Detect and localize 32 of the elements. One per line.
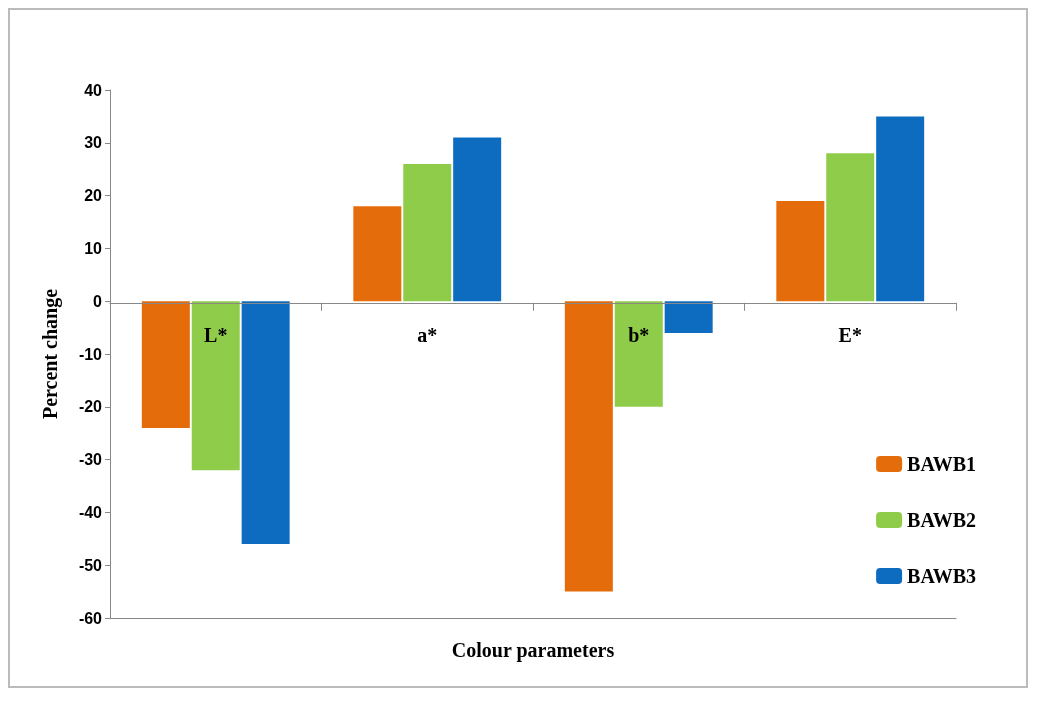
y-tick-label: 30 (84, 134, 103, 152)
bar (564, 301, 613, 592)
bar (241, 301, 290, 545)
legend-label: BAWB3 (907, 565, 976, 587)
bar (353, 206, 402, 302)
bar (614, 301, 663, 407)
bar (141, 301, 190, 428)
y-tick-label: 40 (84, 81, 103, 99)
y-tick-label: -10 (78, 345, 103, 363)
y-tick-label: -30 (78, 451, 103, 469)
bar (403, 163, 452, 302)
bar (826, 153, 875, 302)
y-tick-label: -60 (78, 609, 103, 627)
y-tick-label: -50 (78, 556, 103, 574)
y-tick-label: 0 (93, 292, 103, 310)
bar (453, 137, 502, 302)
bar (776, 200, 825, 302)
y-axis-title: Percent change (39, 288, 62, 420)
x-axis-title: Colour parameters (451, 639, 615, 662)
x-tick-label: E* (838, 323, 862, 346)
x-tick-label: L* (204, 323, 228, 346)
y-tick-label: -40 (78, 503, 103, 521)
bar (191, 301, 240, 471)
x-tick-label: a* (417, 323, 438, 346)
x-tick-label: b* (628, 323, 650, 346)
bar (876, 116, 925, 302)
legend-label: BAWB1 (907, 453, 976, 475)
y-tick-label: -20 (78, 398, 103, 416)
y-tick-label: 20 (84, 187, 103, 205)
y-tick-label: 10 (84, 239, 103, 257)
legend-label: BAWB2 (907, 509, 976, 531)
bar (664, 301, 713, 333)
